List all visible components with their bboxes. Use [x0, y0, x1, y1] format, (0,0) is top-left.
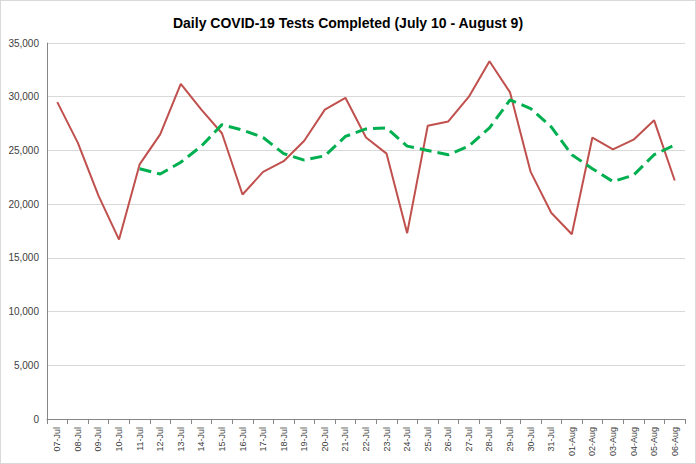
svg-text:24-Jul: 24-Jul	[402, 427, 412, 452]
svg-text:01-Aug: 01-Aug	[567, 427, 577, 456]
svg-text:28-Jul: 28-Jul	[484, 427, 494, 452]
svg-text:29-Jul: 29-Jul	[505, 427, 515, 452]
svg-text:15,000: 15,000	[8, 252, 39, 263]
svg-text:23-Jul: 23-Jul	[382, 427, 392, 452]
svg-text:5,000: 5,000	[14, 360, 39, 371]
svg-text:30,000: 30,000	[8, 91, 39, 102]
svg-text:04-Aug: 04-Aug	[629, 427, 639, 456]
svg-text:12-Jul: 12-Jul	[155, 427, 165, 452]
svg-text:25,000: 25,000	[8, 145, 39, 156]
svg-text:17-Jul: 17-Jul	[258, 427, 268, 452]
svg-text:09-Jul: 09-Jul	[93, 427, 103, 452]
svg-text:16-Jul: 16-Jul	[238, 427, 248, 452]
svg-text:25-Jul: 25-Jul	[423, 427, 433, 452]
svg-text:03-Aug: 03-Aug	[608, 427, 618, 456]
svg-text:19-Jul: 19-Jul	[299, 427, 309, 452]
svg-text:35,000: 35,000	[8, 38, 39, 49]
svg-text:Daily COVID-19 Tests Completed: Daily COVID-19 Tests Completed (July 10 …	[173, 15, 523, 31]
svg-text:21-Jul: 21-Jul	[340, 427, 350, 452]
svg-text:10,000: 10,000	[8, 306, 39, 317]
svg-text:02-Aug: 02-Aug	[587, 427, 597, 456]
svg-text:05-Aug: 05-Aug	[649, 427, 659, 456]
svg-text:30-Jul: 30-Jul	[526, 427, 536, 452]
svg-text:11-Jul: 11-Jul	[135, 427, 145, 451]
svg-text:14-Jul: 14-Jul	[196, 427, 206, 452]
svg-text:13-Jul: 13-Jul	[176, 427, 186, 452]
svg-text:07-Jul: 07-Jul	[52, 427, 62, 452]
svg-text:31-Jul: 31-Jul	[546, 427, 556, 452]
svg-text:0: 0	[33, 414, 39, 425]
svg-text:27-Jul: 27-Jul	[464, 427, 474, 452]
svg-text:20-Jul: 20-Jul	[320, 427, 330, 452]
svg-text:20,000: 20,000	[8, 199, 39, 210]
svg-text:22-Jul: 22-Jul	[361, 427, 371, 452]
svg-text:15-Jul: 15-Jul	[217, 427, 227, 452]
svg-text:26-Jul: 26-Jul	[443, 427, 453, 452]
svg-text:06-Aug: 06-Aug	[670, 427, 680, 456]
svg-text:10-Jul: 10-Jul	[114, 427, 124, 452]
svg-text:18-Jul: 18-Jul	[279, 427, 289, 452]
svg-text:08-Jul: 08-Jul	[73, 427, 83, 452]
